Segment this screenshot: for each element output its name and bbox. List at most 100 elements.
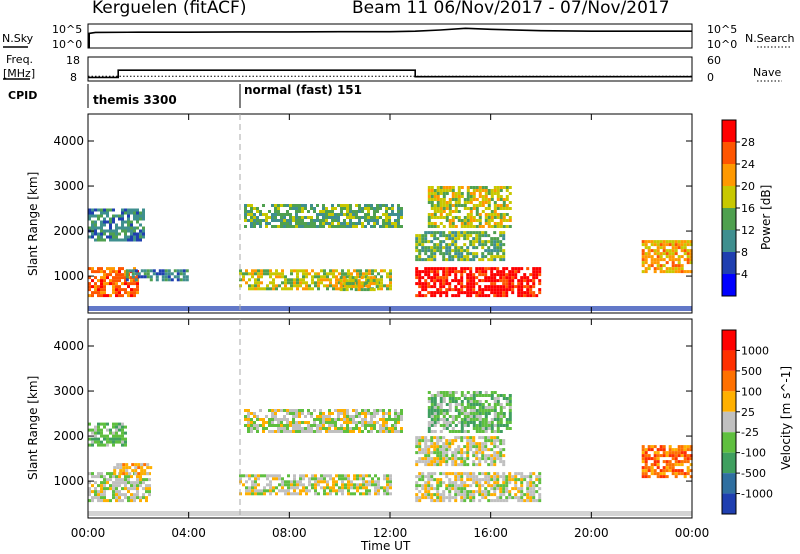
heatmap-cell [502,442,506,446]
heatmap-cell [127,478,130,482]
heatmap-cell [653,249,657,253]
heatmap-cell [523,478,527,482]
heatmap-cell [127,238,130,242]
heatmap-cell [245,489,248,493]
heatmap-cell [317,284,320,288]
heatmap-cell [535,267,539,271]
heatmap-cell [290,486,293,490]
heatmap-cell [499,243,503,247]
heatmap-cell [454,496,458,500]
heatmap-cell [454,273,458,277]
heatmap-cell [124,493,127,497]
heatmap-cell [496,418,500,421]
heatmap-cell [400,213,403,216]
heatmap-cell [421,240,425,244]
heatmap-cell [328,409,331,412]
heatmap-cell [472,243,476,247]
heatmap-cell [385,427,388,430]
heatmap-cell [665,460,669,464]
heatmap-cell [251,474,254,478]
heatmap-cell [239,269,242,273]
heatmap-cell [460,225,464,228]
heatmap-cell [256,418,259,421]
heatmap-cell [391,430,394,433]
heatmap-cell [362,486,365,490]
heatmap-cell [433,397,437,400]
heatmap-cell [493,288,497,292]
heatmap-cell [329,477,332,481]
heatmap-cell [365,275,368,279]
heatmap-cell [472,288,476,292]
heatmap-cell [496,291,500,295]
heatmap-cell [389,275,392,279]
heatmap-cell [439,397,443,400]
heatmap-cell [469,288,473,292]
heatmap-cell [520,279,524,283]
heatmap-cell [490,210,494,213]
heatmap-cell [641,261,645,265]
heatmap-cell [481,424,485,427]
heatmap-cell [499,430,503,433]
heatmap-cell [689,475,693,479]
heatmap-cell [454,403,458,406]
heatmap-cell [475,207,479,210]
heatmap-cell [478,213,482,216]
heatmap-cell [338,287,341,291]
colorbar-swatch [722,186,736,208]
heatmap-cell [91,223,94,227]
heatmap-cell [475,478,479,482]
heatmap-cell [499,496,503,500]
heatmap-cell [439,460,443,464]
heatmap-cell [487,192,491,195]
heatmap-cell [164,278,168,282]
heatmap-cell [496,472,500,476]
heatmap-cell [290,278,293,282]
heatmap-cell [442,457,446,461]
heatmap-cell [656,472,660,476]
heatmap-cell [644,252,648,256]
heatmap-cell [460,219,464,222]
heatmap-cell [127,208,130,212]
y-tick-label: 3000 [53,179,84,193]
heatmap-cell [508,406,512,409]
heatmap-cell [158,269,162,273]
heatmap-cell [298,424,301,427]
heatmap-cell [499,198,503,201]
heatmap-cell [130,208,133,212]
heatmap-cell [677,243,681,247]
heatmap-cell [514,270,518,274]
heatmap-cell [457,430,461,433]
heatmap-cell [442,216,446,219]
heatmap-cell [259,213,262,216]
heatmap-cell [451,240,455,244]
heatmap-cell [254,278,257,282]
heatmap-cell [493,463,497,467]
heatmap-cell [671,457,675,461]
heatmap-cell [283,427,286,430]
heatmap-cell [475,294,479,298]
heatmap-cell [331,207,334,210]
velocity-ylabel: Slant Range [km] [26,376,40,480]
heatmap-cell [668,451,672,455]
heatmap-cell [121,208,124,212]
heatmap-cell [323,278,326,282]
heatmap-cell [155,275,159,279]
heatmap-cell [97,288,100,292]
heatmap-cell [376,204,379,207]
heatmap-cell [397,204,400,207]
heatmap-cell [370,427,373,430]
heatmap-cell [391,418,394,421]
heatmap-cell [339,285,343,289]
heatmap-cell [245,272,248,276]
heatmap-cell [653,243,657,247]
heatmap-cell [293,278,296,282]
heatmap-cell [460,288,464,292]
heatmap-cell [478,424,482,427]
heatmap-cell [466,186,470,189]
heatmap-cell [124,282,127,286]
heatmap-cell [502,424,506,427]
heatmap-cell [383,492,386,496]
heatmap-cell [526,487,530,491]
heatmap-cell [451,418,455,421]
heatmap-cell [418,276,422,280]
